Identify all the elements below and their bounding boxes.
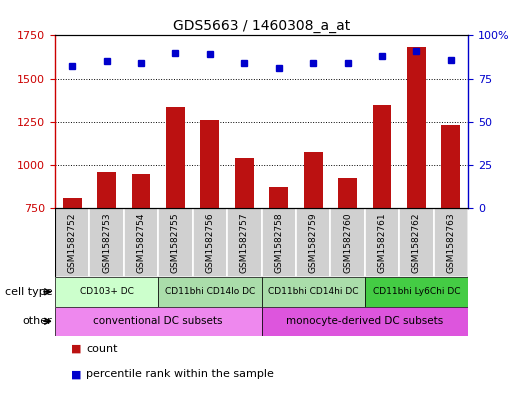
Bar <box>372 105 392 208</box>
Text: GSM1582758: GSM1582758 <box>274 212 283 273</box>
Text: GSM1582760: GSM1582760 <box>343 212 352 273</box>
Bar <box>63 198 82 208</box>
Bar <box>262 208 296 277</box>
Bar <box>262 277 365 307</box>
Bar <box>200 120 219 208</box>
Bar <box>338 178 357 208</box>
Text: GSM1582762: GSM1582762 <box>412 213 421 273</box>
Text: GSM1582755: GSM1582755 <box>171 212 180 273</box>
Bar <box>235 158 254 208</box>
Text: CD11bhi Ly6Chi DC: CD11bhi Ly6Chi DC <box>373 287 460 296</box>
Bar <box>55 277 158 307</box>
Bar <box>158 277 262 307</box>
Bar <box>97 172 116 208</box>
Text: cell type: cell type <box>5 287 52 297</box>
Text: GSM1582753: GSM1582753 <box>102 212 111 273</box>
Bar <box>124 208 158 277</box>
Bar <box>296 208 331 277</box>
Text: other: other <box>22 316 52 326</box>
Bar <box>166 107 185 208</box>
Title: GDS5663 / 1460308_a_at: GDS5663 / 1460308_a_at <box>173 19 350 33</box>
Text: CD103+ DC: CD103+ DC <box>79 287 133 296</box>
Text: ■: ■ <box>71 369 81 379</box>
Bar <box>441 125 460 208</box>
Text: GSM1582761: GSM1582761 <box>378 212 386 273</box>
Bar <box>269 187 288 208</box>
Text: conventional DC subsets: conventional DC subsets <box>94 316 223 326</box>
Bar <box>158 208 192 277</box>
Text: GSM1582754: GSM1582754 <box>137 213 145 273</box>
Text: percentile rank within the sample: percentile rank within the sample <box>86 369 274 379</box>
Bar <box>262 307 468 336</box>
Text: GSM1582759: GSM1582759 <box>309 212 317 273</box>
Text: count: count <box>86 344 118 354</box>
Bar <box>365 208 399 277</box>
Bar <box>407 47 426 208</box>
Text: CD11bhi CD14hi DC: CD11bhi CD14hi DC <box>268 287 358 296</box>
Text: ■: ■ <box>71 344 81 354</box>
Bar <box>304 152 323 208</box>
Text: GSM1582752: GSM1582752 <box>67 213 77 273</box>
Bar <box>89 208 124 277</box>
Text: GSM1582756: GSM1582756 <box>206 212 214 273</box>
Bar <box>399 208 434 277</box>
Bar <box>365 277 468 307</box>
Text: GSM1582763: GSM1582763 <box>446 212 456 273</box>
Bar <box>227 208 262 277</box>
Text: GSM1582757: GSM1582757 <box>240 212 249 273</box>
Bar <box>192 208 227 277</box>
Bar <box>131 174 151 208</box>
Text: monocyte-derived DC subsets: monocyte-derived DC subsets <box>286 316 444 326</box>
Bar <box>55 307 262 336</box>
Bar <box>331 208 365 277</box>
Bar <box>434 208 468 277</box>
Bar <box>55 208 89 277</box>
Text: CD11bhi CD14lo DC: CD11bhi CD14lo DC <box>165 287 255 296</box>
